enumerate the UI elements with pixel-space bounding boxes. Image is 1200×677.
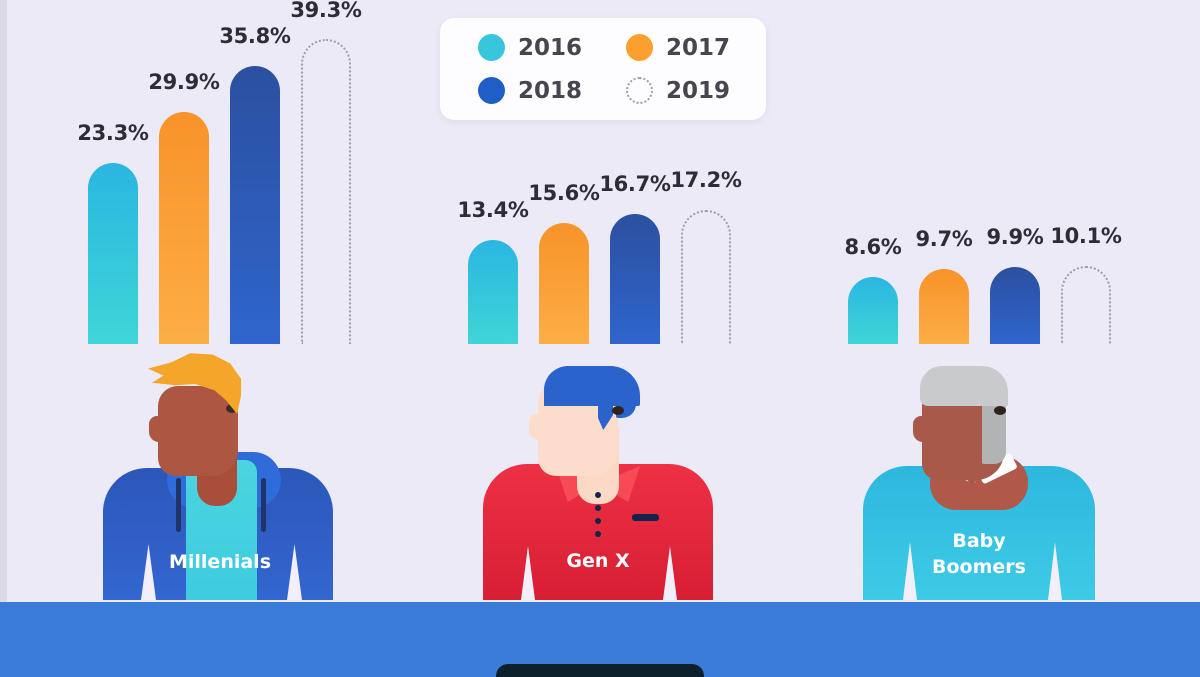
bar-value-label: 9.7%: [915, 227, 973, 251]
bar-2017-baby-boomers: [919, 269, 969, 344]
bar-value-label: 23.3%: [77, 121, 149, 145]
left-edge-strip: [0, 0, 7, 677]
bar-value-label: 29.9%: [148, 70, 220, 94]
bar-value-label: 9.9%: [986, 225, 1044, 249]
figure-label-millennials: Millenials: [168, 551, 271, 573]
bar-2019-millenials: [301, 39, 351, 344]
bar-value-label: 8.6%: [844, 235, 902, 259]
genx-button: [595, 505, 601, 511]
boomer-nose: [913, 416, 929, 442]
millennial-hoodie-string: [261, 478, 266, 532]
legend-item-2019: 2019: [626, 77, 766, 104]
bar-2019-gen-x: [681, 210, 731, 344]
figure-label-genx: Gen X: [566, 550, 630, 572]
legend-swatch-2017-circle-icon: [626, 34, 653, 61]
legend-swatch-2018-circle-icon: [478, 77, 505, 104]
legend-label-2016: 2016: [518, 34, 583, 61]
bar-2017-gen-x: [539, 223, 589, 344]
legend-swatch-2016-circle-icon: [478, 34, 505, 61]
bar-value-label: 13.4%: [457, 198, 529, 222]
bar-value-label: 39.3%: [290, 0, 362, 22]
genx-pocket: [632, 514, 659, 521]
genx-button: [595, 492, 601, 498]
legend-swatch-2019-dotted-icon: [626, 77, 653, 104]
bar-value-label: 15.6%: [528, 181, 600, 205]
bar-2016-gen-x: [468, 240, 518, 344]
genx-ear: [612, 406, 624, 415]
bar-value-label: 17.2%: [670, 168, 742, 192]
genx-button: [595, 518, 601, 524]
legend-item-2016: 2016: [478, 34, 626, 61]
genx-button: [595, 531, 601, 537]
millennial-hoodie-string: [176, 478, 181, 532]
bar-2018-baby-boomers: [990, 267, 1040, 344]
boomer-hair: [920, 366, 1008, 406]
bar-2016-millenials: [88, 163, 138, 344]
bar-2018-gen-x: [610, 214, 660, 344]
bar-value-label: 35.8%: [219, 24, 291, 48]
millennial-head: [158, 386, 238, 476]
bar-value-label: 16.7%: [599, 172, 671, 196]
millennial-ear: [226, 404, 238, 413]
bar-value-label: 10.1%: [1050, 224, 1122, 248]
legend-label-2019: 2019: [666, 77, 731, 104]
bar-2019-baby-boomers: [1061, 266, 1111, 344]
legend-item-2018: 2018: [478, 77, 626, 104]
boomer-ear: [994, 406, 1006, 415]
legend-label-2018: 2018: [518, 77, 583, 104]
bar-2018-millenials: [230, 66, 280, 344]
genx-nose: [529, 414, 545, 440]
bar-2017-millenials: [159, 112, 209, 344]
chart-legend: 2016 2017 2018 2019: [440, 18, 766, 120]
legend-label-2017: 2017: [666, 34, 731, 61]
millennial-nose: [149, 416, 165, 442]
figure-label-babyboomers: Baby Boomers: [932, 530, 1026, 578]
bar-2016-baby-boomers: [848, 277, 898, 344]
laptop: [496, 664, 704, 677]
legend-item-2017: 2017: [626, 34, 766, 61]
